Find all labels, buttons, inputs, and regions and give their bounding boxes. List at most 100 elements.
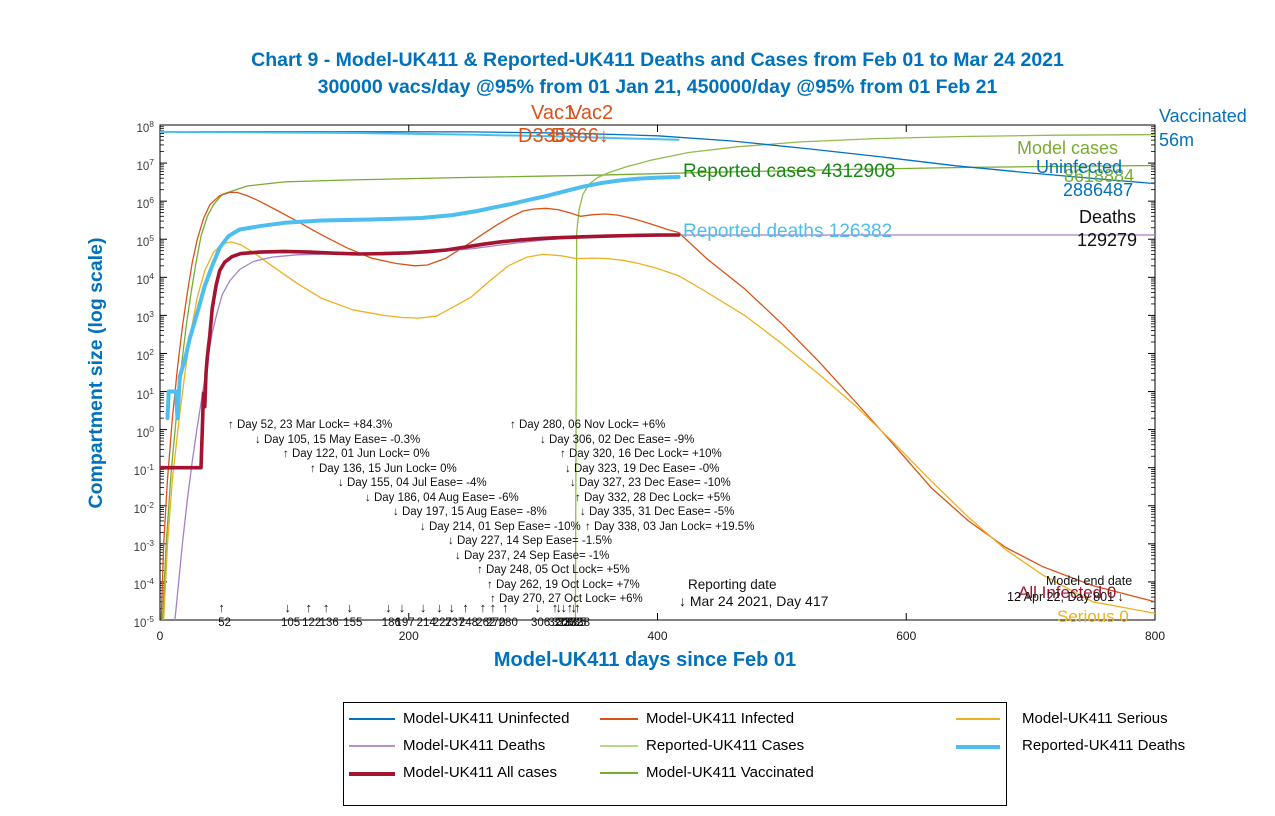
y-tick-label: 10-1 <box>133 461 154 478</box>
legend-label-reported-uk411-deaths: Reported-UK411 Deaths <box>1022 737 1186 754</box>
model-end-date-value: 12 Apr 22, Day 801 ↓ <box>1007 590 1124 604</box>
day-event-tick-label: 237 <box>445 617 465 629</box>
legend-swatch-reported-uk411-cases <box>600 745 638 747</box>
day-event-tick-label: 52 <box>218 617 232 629</box>
event-line-left: ↓ Day 227, 14 Sep Ease= -1.5% <box>448 535 612 547</box>
event-line-right: ↓ Day 327, 23 Dec Ease= -10% <box>570 477 731 489</box>
event-line-left: ↓ Day 197, 15 Aug Ease= -8% <box>393 506 547 518</box>
y-tick-label: 101 <box>136 385 154 402</box>
day-event-arrow: ↑ <box>502 600 509 615</box>
day-event-arrow: ↓ <box>555 600 562 615</box>
uninfected-label: Uninfected <box>1036 157 1123 177</box>
event-line-right: ↑ Day 320, 16 Dec Lock= +10% <box>560 448 722 460</box>
chart-title-line2: 300000 vacs/day @95% from 01 Jan 21, 450… <box>317 76 998 98</box>
day-event-tick-label: 155 <box>343 617 363 629</box>
day-event-tick-label: 320 <box>548 617 568 629</box>
series-model-vaccinated <box>574 133 1155 620</box>
day-event-tick-label: 327 <box>557 617 577 629</box>
day-event-tick-label: 197 <box>395 617 415 629</box>
event-line-right: ↑ Day 280, 06 Nov Lock= +6% <box>510 419 666 431</box>
y-tick-label: 10-2 <box>133 499 154 516</box>
event-line-left: ↑ Day 136, 15 Jun Lock= 0% <box>310 462 457 475</box>
day-event-tick-label: 122 <box>302 617 322 629</box>
d366-label: D366↓ <box>551 125 609 147</box>
day-event-arrow: ↓ <box>284 600 291 615</box>
deaths-label: Deaths <box>1079 207 1137 227</box>
legend-label-model-uk411-all-cases: Model-UK411 All cases <box>403 764 557 781</box>
series-model-serious <box>163 241 1155 620</box>
day-event-tick-label: 227 <box>432 617 452 629</box>
day-event-tick-label: 270 <box>486 617 506 629</box>
x-tick-label: 0 <box>156 629 164 643</box>
vaccinated-label: Vaccinated <box>1159 106 1247 126</box>
day-event-tick-label: 332 <box>563 617 583 629</box>
event-line-right: ↑ Day 332, 28 Dec Lock= +5% <box>575 491 731 504</box>
legend-swatch-model-uk411-infected <box>600 718 638 720</box>
vaccinated-value: 56m <box>1159 130 1195 150</box>
day-event-arrow: ↑ <box>322 600 330 615</box>
y-tick-label: 100 <box>136 423 154 440</box>
legend-swatch-model-uk411-serious <box>956 718 1000 720</box>
y-tick-label: 10-3 <box>133 537 154 554</box>
reporting-date-label: Reporting date <box>688 577 777 592</box>
legend-label-model-uk411-vaccinated: Model-UK411 Vaccinated <box>646 764 814 781</box>
model-end-date-label: Model end date <box>1046 574 1133 588</box>
event-line-left: ↑ Day 270, 27 Oct Lock= +6% <box>490 593 643 605</box>
vac1-label: Vac1 <box>531 102 576 124</box>
day-event-arrow: ↓ <box>385 600 392 615</box>
x-axis-label: Model-UK411 days since Feb 01 <box>493 649 797 671</box>
event-line-right: ↓ Day 306, 02 Dec Ease= -9% <box>540 433 695 446</box>
day-event-arrow: ↓ <box>346 600 354 615</box>
y-tick-label: 107 <box>136 157 154 173</box>
day-event-arrow: ↓ <box>448 600 456 615</box>
day-event-tick-label: 338 <box>570 617 590 629</box>
day-event-tick-label: 214 <box>416 617 436 629</box>
d335-label: D335↓ <box>518 125 576 147</box>
day-event-tick-label: 306 <box>530 617 551 629</box>
day-event-arrow: ↑ <box>489 600 497 615</box>
day-event-tick-label: 105 <box>281 617 301 629</box>
model-cases-label: Model cases <box>1017 138 1119 158</box>
legend-label-model-uk411-infected: Model-UK411 Infected <box>646 710 795 727</box>
legend-box <box>343 702 1007 806</box>
series-model-all-cases <box>160 233 681 470</box>
legend-swatch-reported-uk411-deaths <box>956 745 1000 749</box>
legend-label-model-uk411-uninfected: Model-UK411 Uninfected <box>403 710 570 727</box>
y-tick-label: 103 <box>136 309 154 326</box>
day-event-arrow: ↑ <box>462 600 469 615</box>
series-model-uninfected <box>160 130 1155 185</box>
day-event-arrow: ↓ <box>570 600 577 615</box>
y-tick-label: 108 <box>136 119 154 135</box>
legend-swatch-model-uk411-vaccinated <box>600 772 638 774</box>
legend-swatch-model-uk411-deaths <box>349 745 395 747</box>
x-tick-label: 200 <box>398 629 419 643</box>
y-tick-label: 106 <box>136 195 154 211</box>
event-line-right: ↓ Day 335, 31 Dec Ease= -5% <box>580 506 735 518</box>
event-line-left: ↑ Day 52, 23 Mar Lock= +84.3% <box>228 419 393 431</box>
x-tick-label: 400 <box>647 629 668 643</box>
legend-swatch-model-uk411-all-cases <box>349 772 395 776</box>
uninfected-value: 2886487 <box>1063 180 1134 200</box>
day-event-tick-label: 248 <box>458 617 479 629</box>
reported-deaths-callout: Reported deaths 126382 <box>683 221 893 242</box>
day-event-tick-label: 186 <box>381 617 401 629</box>
day-event-arrow: ↑ <box>574 600 581 615</box>
event-line-left: ↓ Day 186, 04 Aug Ease= -6% <box>365 491 519 504</box>
day-event-tick-label: 262 <box>476 617 496 629</box>
event-line-left: ↑ Day 262, 19 Oct Lock= +7% <box>487 578 640 591</box>
model-cases-value: 8618884 <box>1064 166 1135 186</box>
event-line-right: ↑ Day 338, 03 Jan Lock= +19.5% <box>585 520 755 533</box>
y-tick-label: 104 <box>136 271 154 288</box>
y-tick-label: 102 <box>136 347 154 364</box>
legend-label-model-uk411-deaths: Model-UK411 Deaths <box>403 737 546 754</box>
day-event-arrow: ↑ <box>479 600 487 615</box>
day-event-arrow: ↑ <box>218 600 225 615</box>
event-line-left: ↑ Day 248, 05 Oct Lock= +5% <box>477 564 630 576</box>
day-event-arrow: ↑ <box>566 600 574 615</box>
event-line-left: ↓ Day 214, 01 Sep Ease= -10% <box>420 520 581 533</box>
day-event-arrow: ↑ <box>305 600 312 615</box>
reporting-date-value: ↓ Mar 24 2021, Day 417 <box>679 593 829 609</box>
y-tick-label: 10-4 <box>133 575 154 592</box>
